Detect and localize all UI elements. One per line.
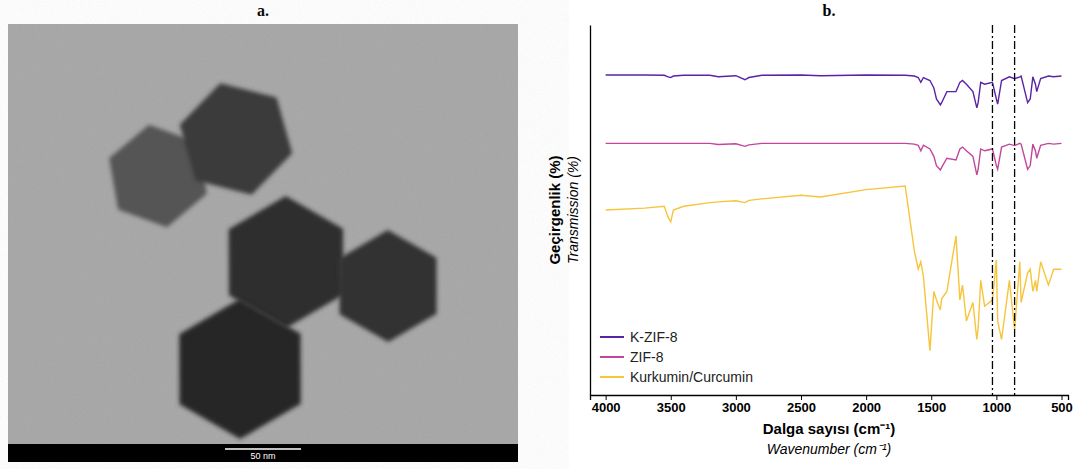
legend-swatch (600, 376, 624, 378)
scale-bar (225, 448, 301, 450)
panel-title: b. (823, 2, 836, 19)
x-tick: 1500 (917, 395, 946, 415)
panel-b: b. 4000 3500 3000 2500 2000 1500 1000 500 Geçirge… (546, 2, 1073, 457)
spectrum-line (606, 143, 1062, 174)
x-tick-label: 1000 (982, 400, 1011, 415)
x-tick-label: 3000 (722, 400, 751, 415)
x-tick-label: 2000 (852, 400, 881, 415)
particle (339, 230, 436, 342)
particle (179, 299, 300, 439)
x-tick: 3500 (657, 395, 686, 415)
y-axis (590, 26, 591, 396)
panel-a: a. 50 nm (8, 2, 518, 462)
spectrum-line (606, 186, 1062, 351)
reference-line (1014, 25, 1015, 395)
x-tick: 3000 (722, 395, 751, 415)
figure: a. 50 nm b. 4000 3500 3000 2500 2000 1500 1000 500… (0, 0, 1091, 469)
x-tick-label: 1500 (917, 400, 946, 415)
spectrum-line (606, 75, 1062, 108)
x-tick: 2500 (787, 395, 816, 415)
x-axis: 4000 3500 3000 2500 2000 1500 1000 500 (591, 395, 1073, 415)
x-tick: 500 (1051, 395, 1073, 415)
y-axis-line (590, 26, 591, 396)
x-tick: 1000 (982, 395, 1011, 415)
scale-bar-strip (8, 444, 518, 462)
scale-bar-label: 50 nm (250, 451, 275, 461)
legend-label: K-ZIF-8 (630, 329, 678, 345)
legend: K-ZIF-8 ZIF-8 Kurkumin/Curcumin (600, 329, 753, 385)
x-axis-title-translation: Wavenumber (cm⁻¹) (767, 441, 892, 457)
particle (180, 83, 292, 195)
reference-line (992, 25, 993, 395)
x-tick-label: 3500 (657, 400, 686, 415)
y-axis-title: Geçirgenlik (%) (546, 155, 563, 264)
legend-swatch (600, 336, 624, 338)
micrograph-grain (8, 24, 518, 462)
x-tick: 2000 (852, 395, 881, 415)
panel-title: a. (257, 2, 269, 19)
legend-swatch (600, 356, 624, 358)
legend-label: Kurkumin/Curcumin (630, 369, 753, 385)
x-tick: 4000 (592, 395, 621, 415)
x-tick-label: 500 (1051, 400, 1073, 415)
x-tick-label: 2500 (787, 400, 816, 415)
y-axis-title-translation: Transmission (%) (565, 156, 581, 264)
x-tick-label: 4000 (592, 400, 621, 415)
legend-label: ZIF-8 (630, 349, 664, 365)
x-axis-title: Dalga sayısı (cm⁻¹) (763, 420, 896, 437)
plot-area (606, 25, 1062, 395)
micrograph-background (8, 24, 518, 462)
